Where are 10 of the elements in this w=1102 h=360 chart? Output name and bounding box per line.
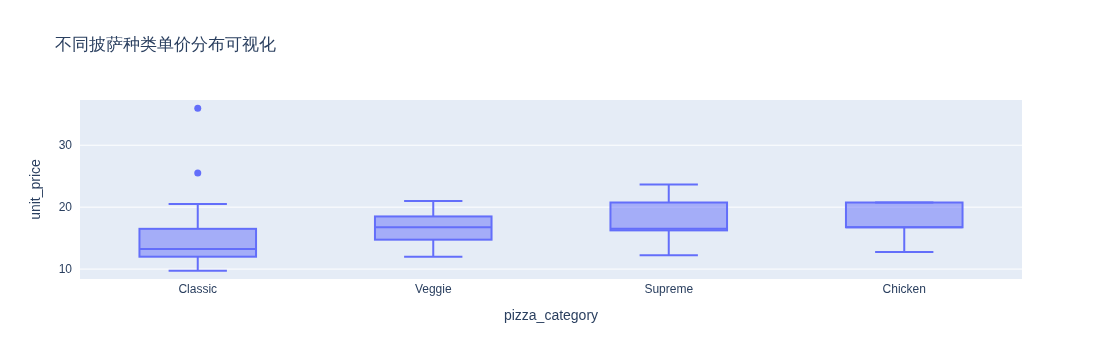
x-tick-label: Classic bbox=[178, 282, 218, 296]
x-axis-title: pizza_category bbox=[503, 307, 599, 323]
y-axis-title: unit_price bbox=[27, 158, 43, 220]
x-tick-label: Chicken bbox=[882, 282, 926, 296]
y-tick-label: 30 bbox=[58, 138, 73, 153]
x-tick-label: Supreme bbox=[644, 282, 694, 296]
y-tick-label: 20 bbox=[58, 200, 73, 215]
chart-title: 不同披萨种类单价分布可视化 bbox=[55, 35, 276, 54]
x-tick-label: Veggie bbox=[414, 282, 452, 296]
y-tick-label: 10 bbox=[58, 262, 73, 277]
